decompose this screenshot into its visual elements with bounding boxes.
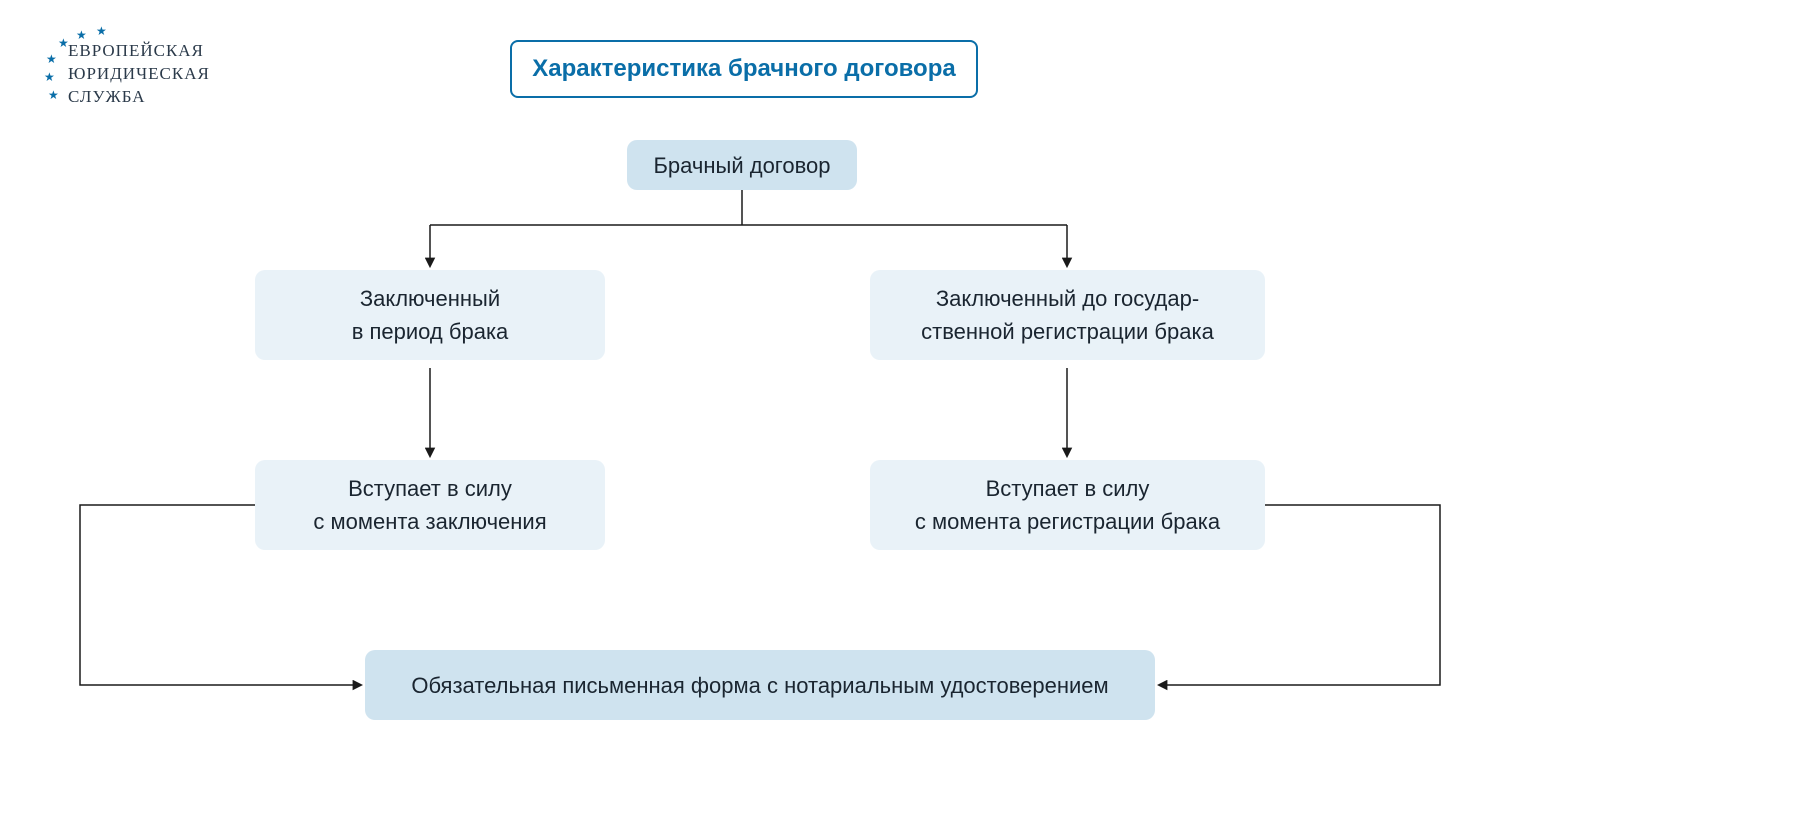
logo-line-1: ЕВРОПЕЙСКАЯ xyxy=(68,40,210,63)
node-right-b-label: Вступает в силус момента регистрации бра… xyxy=(915,472,1220,538)
logo-line-3: СЛУЖБА xyxy=(68,86,210,109)
logo-line-2: ЮРИДИЧЕСКАЯ xyxy=(68,63,210,86)
node-root: Брачный договор xyxy=(627,140,857,190)
node-root-label: Брачный договор xyxy=(653,149,830,182)
logo-text: ЕВРОПЕЙСКАЯ ЮРИДИЧЕСКАЯ СЛУЖБА xyxy=(50,40,210,109)
node-left-a-label: Заключенныйв период брака xyxy=(352,282,509,348)
node-bottom: Обязательная письменная форма с нотариал… xyxy=(365,650,1155,720)
diagram-title: Характеристика брачного договора xyxy=(510,40,978,98)
node-right-a: Заключенный до государ-ственной регистра… xyxy=(870,270,1265,360)
node-left-a: Заключенныйв период брака xyxy=(255,270,605,360)
node-right-a-label: Заключенный до государ-ственной регистра… xyxy=(921,282,1214,348)
logo: ★ ★ ★ ★ ★ ★ ЕВРОПЕЙСКАЯ ЮРИДИЧЕСКАЯ СЛУЖ… xyxy=(50,40,210,109)
node-bottom-label: Обязательная письменная форма с нотариал… xyxy=(411,669,1108,702)
diagram-title-text: Характеристика брачного договора xyxy=(532,55,955,83)
node-left-b-label: Вступает в силус момента заключения xyxy=(313,472,546,538)
node-left-b: Вступает в силус момента заключения xyxy=(255,460,605,550)
node-right-b: Вступает в силус момента регистрации бра… xyxy=(870,460,1265,550)
